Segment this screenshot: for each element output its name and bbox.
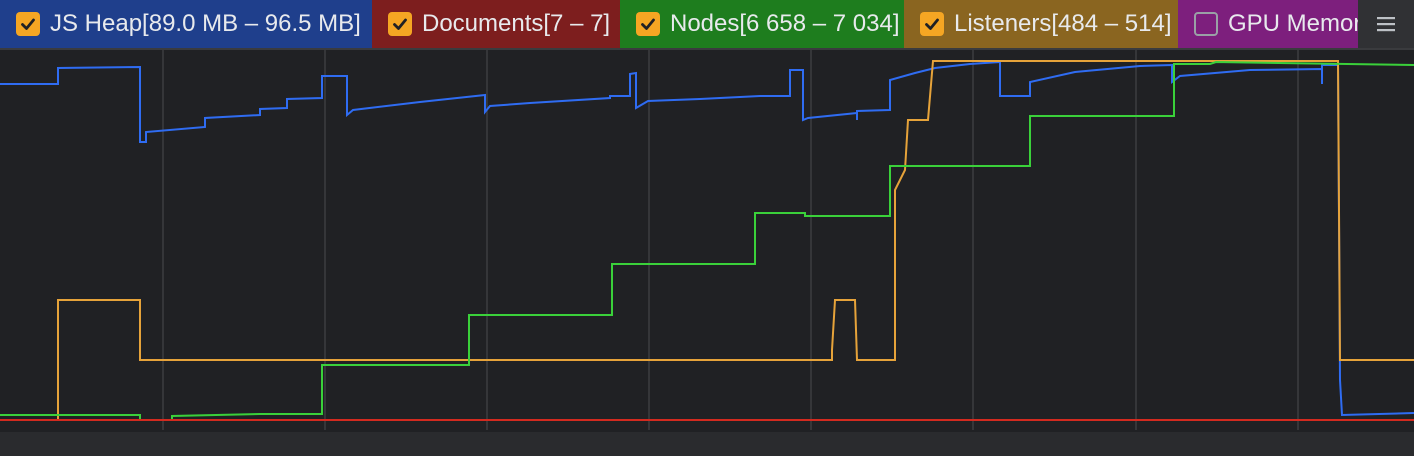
- js-heap-line: [0, 60, 1414, 417]
- counter-nodes[interactable]: Nodes[6 658 – 7 034]: [620, 0, 904, 48]
- gpu-memory-label: GPU Memor: [1228, 10, 1358, 37]
- counter-gpu-memory[interactable]: GPU Memor: [1178, 0, 1358, 48]
- plot-gridlines: [0, 48, 1414, 430]
- documents-checkbox[interactable]: [388, 12, 412, 36]
- menu-button[interactable]: [1358, 0, 1414, 48]
- hamburger-menu-icon: [1377, 17, 1395, 32]
- nodes-label: Nodes[6 658 – 7 034]: [670, 10, 900, 37]
- counters-toolbar: JS Heap[89.0 MB – 96.5 MB] Documents[7 –…: [0, 0, 1414, 48]
- memory-timeline-plot: [0, 48, 1414, 430]
- listeners-line: [0, 60, 1414, 421]
- listeners-label: Listeners[484 – 514]: [954, 10, 1172, 37]
- counter-js-heap[interactable]: JS Heap[89.0 MB – 96.5 MB]: [0, 0, 372, 48]
- counter-listeners[interactable]: Listeners[484 – 514]: [904, 0, 1178, 48]
- nodes-checkbox[interactable]: [636, 12, 660, 36]
- listeners-checkbox[interactable]: [920, 12, 944, 36]
- gpu-memory-checkbox[interactable]: [1194, 12, 1218, 36]
- nodes-line: [0, 60, 1414, 421]
- js-heap-checkbox[interactable]: [16, 12, 40, 36]
- counter-documents[interactable]: Documents[7 – 7]: [372, 0, 620, 48]
- documents-label: Documents[7 – 7]: [422, 10, 611, 37]
- js-heap-label: JS Heap[89.0 MB – 96.5 MB]: [50, 10, 361, 37]
- timeline-bottom-strip: [0, 432, 1414, 456]
